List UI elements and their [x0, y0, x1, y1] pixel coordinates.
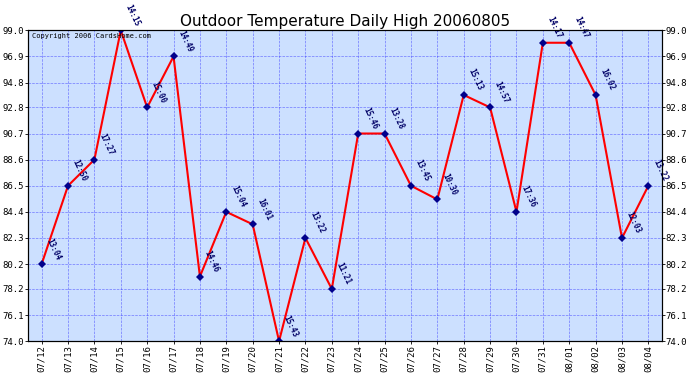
- Text: 17:27: 17:27: [97, 132, 115, 157]
- Title: Outdoor Temperature Daily High 20060805: Outdoor Temperature Daily High 20060805: [180, 14, 510, 29]
- Text: Copyright 2006 CardsHome.com: Copyright 2006 CardsHome.com: [32, 33, 150, 39]
- Text: 15:00: 15:00: [150, 80, 168, 105]
- Text: 14:15: 14:15: [124, 3, 141, 27]
- Text: 14:47: 14:47: [572, 15, 590, 40]
- Text: 15:04: 15:04: [229, 184, 247, 209]
- Text: 11:21: 11:21: [335, 261, 353, 286]
- Text: 13:45: 13:45: [414, 158, 432, 183]
- Text: 16:01: 16:01: [255, 197, 273, 222]
- Text: 15:43: 15:43: [282, 314, 299, 338]
- Text: 13:22: 13:22: [651, 158, 669, 183]
- Text: 14:57: 14:57: [493, 80, 511, 105]
- Text: 12:03: 12:03: [624, 210, 642, 235]
- Text: 10:30: 10:30: [440, 172, 458, 196]
- Text: 13:28: 13:28: [387, 106, 405, 131]
- Text: 14:46: 14:46: [203, 249, 221, 274]
- Text: 15:13: 15:13: [466, 68, 484, 92]
- Text: 13:04: 13:04: [44, 237, 62, 261]
- Text: 14:49: 14:49: [177, 29, 195, 54]
- Text: 13:22: 13:22: [308, 210, 326, 235]
- Text: 12:50: 12:50: [71, 158, 89, 183]
- Text: 16:02: 16:02: [598, 68, 616, 92]
- Text: 14:17: 14:17: [546, 15, 564, 40]
- Text: 15:46: 15:46: [361, 106, 379, 131]
- Text: 17:36: 17:36: [520, 184, 538, 209]
